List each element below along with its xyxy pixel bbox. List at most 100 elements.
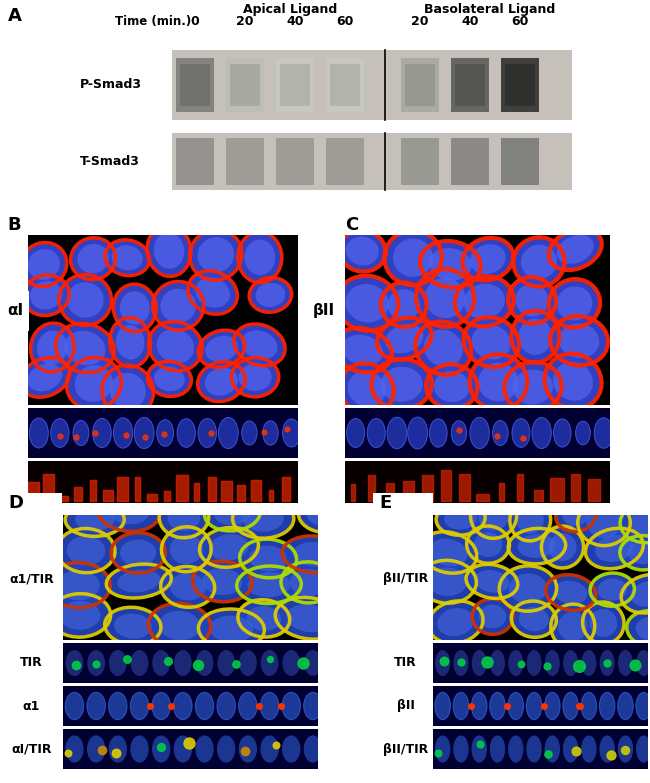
Ellipse shape [75, 508, 114, 531]
Ellipse shape [467, 565, 517, 597]
Ellipse shape [550, 229, 601, 269]
Bar [172, 133, 572, 190]
Ellipse shape [153, 233, 185, 269]
Ellipse shape [563, 692, 578, 720]
Ellipse shape [519, 319, 552, 355]
Bar [401, 58, 439, 112]
Ellipse shape [196, 650, 213, 676]
Ellipse shape [130, 692, 149, 720]
Ellipse shape [130, 735, 149, 763]
Ellipse shape [470, 244, 506, 274]
Ellipse shape [292, 542, 335, 567]
Ellipse shape [628, 612, 650, 648]
Ellipse shape [159, 611, 200, 640]
Ellipse shape [445, 507, 477, 529]
Ellipse shape [174, 692, 192, 720]
Ellipse shape [526, 692, 542, 720]
Ellipse shape [417, 270, 473, 326]
Ellipse shape [465, 319, 517, 366]
Ellipse shape [27, 363, 62, 392]
Text: Time (min.): Time (min.) [115, 15, 191, 28]
Ellipse shape [509, 573, 547, 604]
Ellipse shape [346, 419, 365, 447]
Ellipse shape [114, 614, 151, 639]
Ellipse shape [209, 615, 254, 642]
Ellipse shape [489, 692, 505, 720]
Ellipse shape [152, 692, 170, 720]
Ellipse shape [382, 283, 426, 326]
Ellipse shape [106, 240, 148, 275]
Ellipse shape [435, 692, 450, 720]
Ellipse shape [563, 735, 578, 763]
Ellipse shape [150, 323, 201, 370]
Text: αI/TIR: αI/TIR [11, 742, 52, 756]
Ellipse shape [526, 735, 542, 763]
Ellipse shape [472, 325, 511, 359]
Ellipse shape [250, 279, 291, 312]
Ellipse shape [473, 600, 512, 633]
Ellipse shape [472, 494, 515, 537]
Ellipse shape [346, 236, 379, 265]
Ellipse shape [30, 281, 62, 309]
Ellipse shape [474, 532, 502, 557]
Text: Apical Ligand: Apical Ligand [243, 3, 337, 16]
Ellipse shape [408, 417, 428, 449]
Ellipse shape [387, 417, 407, 449]
Bar [172, 50, 572, 120]
Ellipse shape [557, 235, 594, 264]
Ellipse shape [198, 237, 234, 272]
Ellipse shape [367, 418, 385, 448]
Ellipse shape [93, 418, 111, 448]
Ellipse shape [337, 277, 396, 329]
Ellipse shape [66, 650, 83, 676]
Ellipse shape [246, 606, 281, 631]
Ellipse shape [217, 650, 235, 676]
Ellipse shape [542, 527, 582, 567]
Ellipse shape [64, 330, 105, 366]
Ellipse shape [148, 363, 190, 395]
Ellipse shape [22, 244, 66, 286]
Ellipse shape [233, 359, 278, 396]
Ellipse shape [558, 612, 588, 641]
Ellipse shape [242, 506, 283, 532]
Ellipse shape [109, 650, 127, 676]
Ellipse shape [489, 735, 505, 763]
Ellipse shape [618, 650, 633, 676]
Ellipse shape [170, 573, 205, 601]
Ellipse shape [636, 650, 650, 676]
Ellipse shape [562, 503, 590, 526]
Bar [230, 64, 260, 106]
Ellipse shape [341, 365, 393, 413]
Ellipse shape [470, 417, 489, 449]
Ellipse shape [591, 574, 633, 605]
Ellipse shape [108, 565, 170, 597]
Ellipse shape [595, 535, 634, 562]
Ellipse shape [131, 650, 148, 676]
Ellipse shape [508, 735, 523, 763]
Ellipse shape [304, 735, 322, 763]
Ellipse shape [148, 226, 190, 275]
Ellipse shape [150, 604, 209, 647]
Bar [226, 58, 264, 112]
Ellipse shape [110, 373, 146, 410]
Ellipse shape [463, 239, 512, 280]
Ellipse shape [587, 529, 642, 568]
Ellipse shape [581, 735, 597, 763]
Ellipse shape [239, 363, 272, 391]
Text: 0: 0 [190, 15, 200, 28]
Ellipse shape [340, 232, 385, 271]
Ellipse shape [552, 317, 606, 364]
Ellipse shape [518, 534, 556, 558]
Ellipse shape [112, 245, 143, 270]
Ellipse shape [307, 502, 339, 526]
Bar [501, 58, 539, 112]
Ellipse shape [174, 650, 192, 676]
Ellipse shape [48, 564, 109, 607]
Ellipse shape [519, 607, 549, 631]
Ellipse shape [545, 650, 560, 676]
Ellipse shape [87, 650, 105, 676]
Ellipse shape [594, 418, 613, 448]
Ellipse shape [168, 503, 200, 531]
Ellipse shape [630, 581, 650, 607]
Ellipse shape [437, 608, 474, 637]
